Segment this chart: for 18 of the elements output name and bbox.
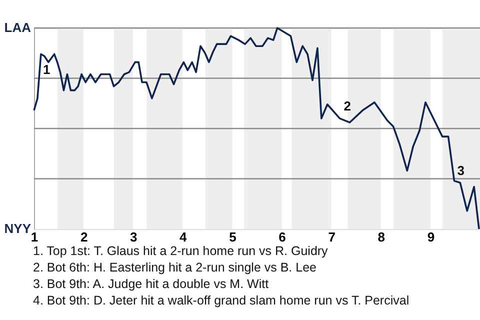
x-tick-label: 1 <box>30 230 38 244</box>
annotation: 1 <box>42 62 50 78</box>
text: 4. Bot 9th: D. Jeter hit a walk-off grand slam home run vs T. Percival <box>33 294 410 308</box>
text: 1. Top 1st: T. Glaus hit a 2-run home run vs R. Guidry <box>33 244 329 258</box>
annotation: 3 <box>457 162 464 178</box>
text: LAA <box>4 20 32 35</box>
text: NYY <box>4 221 32 236</box>
x-tick-label: 3 <box>130 230 138 244</box>
x-tick-label: 6 <box>278 230 286 244</box>
text: 2. Bot 6th: H. Easterling hit a 2-run single vs B. Lee <box>33 260 317 274</box>
x-tick-label: 8 <box>378 230 386 244</box>
x-tick-label: 9 <box>427 230 435 244</box>
x-tick-label: 5 <box>229 230 236 244</box>
x-tick-label: 7 <box>328 230 336 244</box>
text: 3. Bot 9th: A. Judge hit a double vs M. Witt <box>33 277 270 291</box>
x-tick-label: 2 <box>80 230 88 244</box>
x-tick-label: 4 <box>180 230 188 244</box>
annotation: 2 <box>344 98 351 114</box>
